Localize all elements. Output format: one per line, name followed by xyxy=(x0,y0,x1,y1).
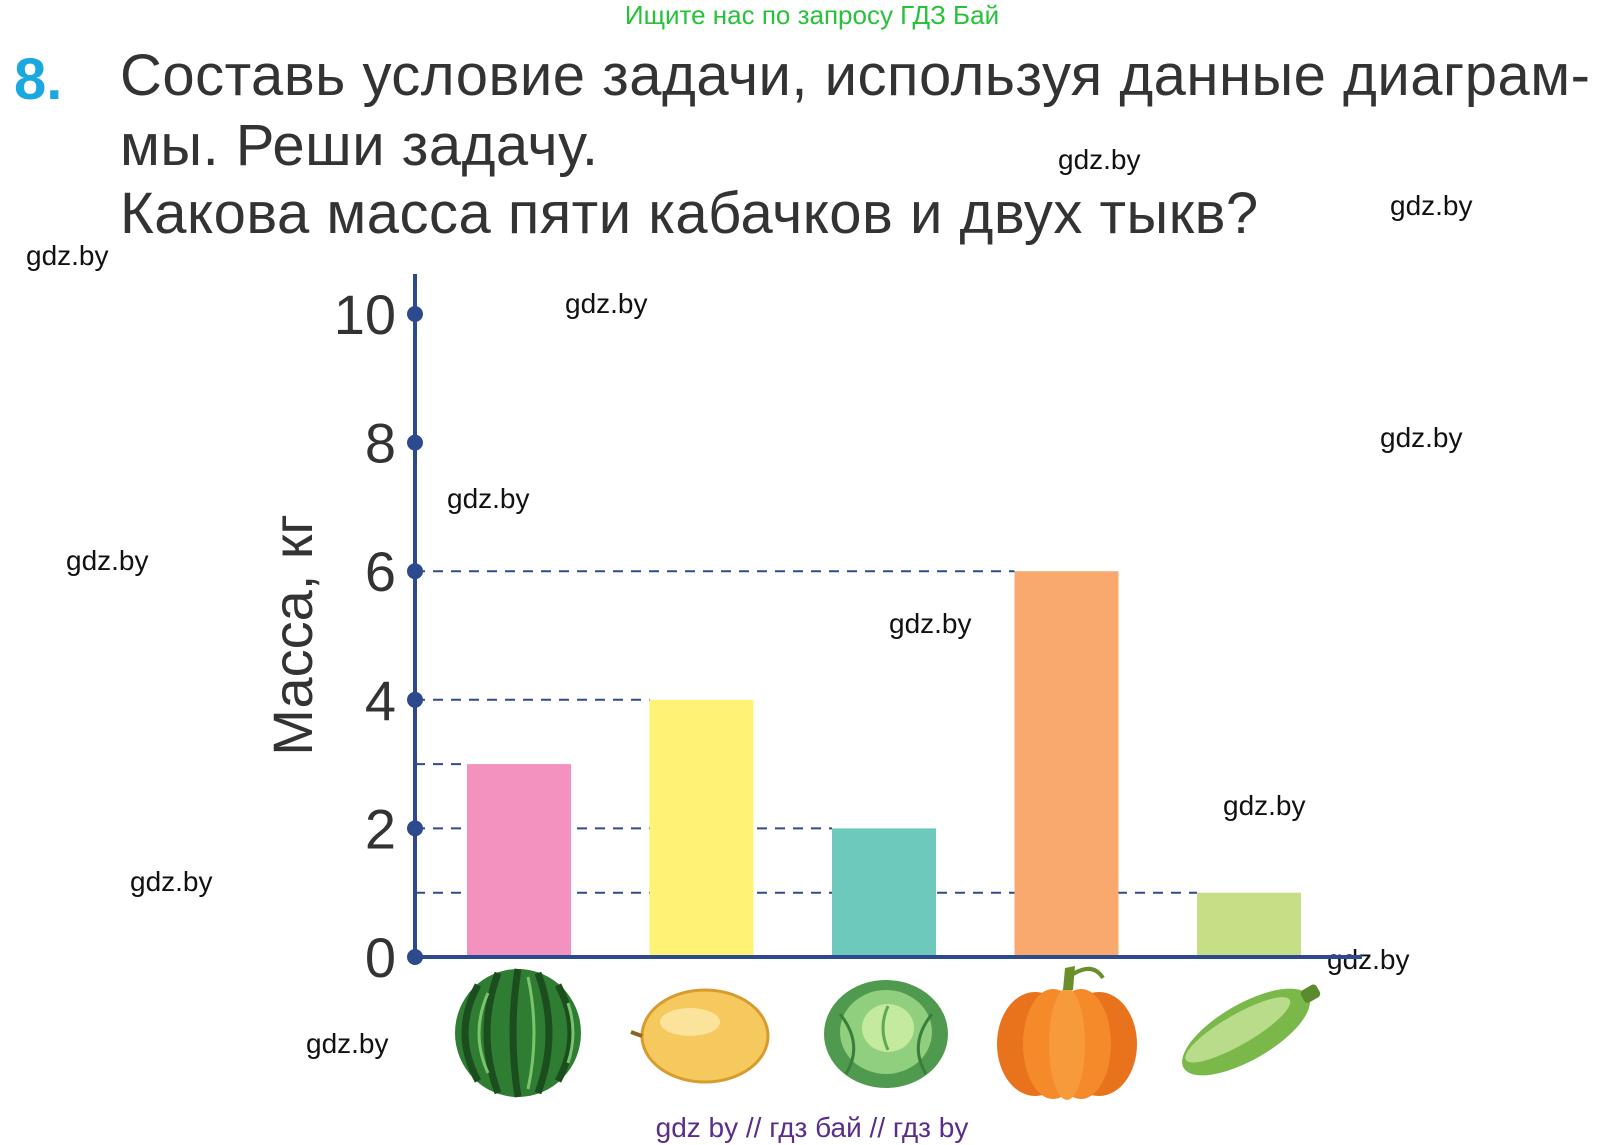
watermark: gdz.by xyxy=(130,866,213,897)
bar-melon xyxy=(649,699,754,957)
watermark: gdz.by xyxy=(306,1028,389,1059)
y-tick-label: 6 xyxy=(365,540,396,603)
y-tick-dot xyxy=(407,820,423,837)
y-tick-dot xyxy=(407,434,423,451)
zucchini-icon xyxy=(1182,984,1321,1076)
axes xyxy=(413,274,1362,959)
y-tick-dot xyxy=(407,563,423,580)
watermark: gdz.by xyxy=(447,483,530,514)
y-tick-dot xyxy=(407,306,423,322)
y-tick-dot xyxy=(407,691,423,708)
y-tick-label: 8 xyxy=(365,412,396,475)
watermark: gdz.by xyxy=(1380,422,1463,453)
bar-zucchini xyxy=(1197,892,1301,957)
bars xyxy=(467,571,1301,957)
watermark: gdz.by xyxy=(889,608,972,639)
watermelon-icon xyxy=(455,968,581,1098)
y-tick-label: 2 xyxy=(365,797,396,860)
watermark: gdz.by xyxy=(1223,790,1306,821)
bar-pumpkin xyxy=(1014,571,1119,957)
footer-watermark: gdz by // гдз бай // гдз by xyxy=(655,1112,969,1143)
task-question: Какова масса пяти кабачков и двух тыкв? xyxy=(120,181,1259,246)
y-ticks: 0 2 4 6 8 10 xyxy=(334,283,423,989)
watermark: gdz.by xyxy=(1390,190,1473,221)
pumpkin-icon xyxy=(997,966,1137,1100)
y-tick-label: 4 xyxy=(365,669,396,732)
top-banner: Ищите нас по запросу ГДЗ Бай xyxy=(624,0,1000,30)
y-tick-dot xyxy=(407,949,423,965)
melon-icon xyxy=(630,988,770,1084)
watermark: gdz.by xyxy=(1058,144,1141,175)
watermark: gdz.by xyxy=(26,240,109,271)
watermark: gdz.by xyxy=(565,288,648,319)
task-text-line-1: Составь условие задачи, используя данные… xyxy=(120,43,1591,108)
task-number: 8. xyxy=(14,47,63,112)
watermark: gdz.by xyxy=(66,545,149,576)
cabbage-icon xyxy=(824,980,948,1088)
task-text-line-2: мы. Реши задачу. xyxy=(120,113,599,178)
watermark: gdz.by xyxy=(1327,944,1410,975)
bar-cabbage xyxy=(832,828,936,957)
y-tick-label: 10 xyxy=(334,283,396,346)
bar-watermelon xyxy=(467,764,571,957)
y-tick-label: 0 xyxy=(365,926,396,989)
y-axis-label: Масса, кг xyxy=(261,514,324,756)
